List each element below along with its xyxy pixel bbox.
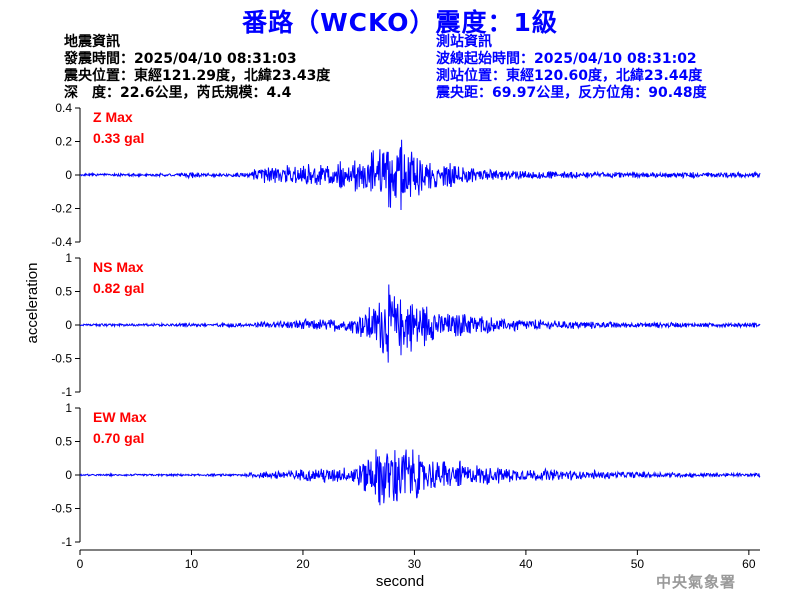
waveform-trace-ns: [79, 284, 761, 363]
y-tick-label-ew: 0: [65, 468, 72, 482]
max-value-ns: 0.82 gal: [93, 280, 144, 296]
x-axis-title: second: [376, 573, 424, 590]
y-tick-label-z: -0.4: [51, 235, 72, 249]
x-tick-label: 30: [408, 557, 422, 571]
earthquake-info-block: 地震資訊 發震時間：2025/04/10 08:31:03 震央位置：東經121…: [64, 34, 330, 102]
y-tick-label-ns: -0.5: [51, 352, 72, 366]
max-value-z: 0.33 gal: [93, 130, 144, 146]
waveform-trace-z: [79, 139, 761, 211]
depth-magnitude: 深 度：22.6公里，芮氏規模：4.4: [64, 85, 292, 101]
chart-title: 番路（WCKO）震度：1級: [242, 8, 558, 37]
y-tick-label-ew: 1: [65, 401, 72, 415]
wave-start-time: 波線起始時間：2025/04/10 08:31:02: [436, 51, 697, 67]
max-title-ew: EW Max: [93, 409, 147, 425]
y-tick-label-z: -0.2: [51, 202, 72, 216]
max-value-ew: 0.70 gal: [93, 430, 144, 446]
y-tick-label-ns: 1: [65, 251, 72, 265]
earthquake-info-heading: 地震資訊: [64, 34, 120, 50]
x-tick-label: 10: [185, 557, 199, 571]
max-title-ns: NS Max: [93, 259, 144, 275]
y-tick-label-ew: -1: [61, 535, 72, 549]
station-info-heading: 測站資訊: [436, 34, 492, 50]
origin-time: 發震時間：2025/04/10 08:31:03: [64, 51, 297, 67]
x-tick-label: 20: [296, 557, 310, 571]
y-tick-label-ns: -1: [61, 385, 72, 399]
x-tick-label: 40: [519, 557, 533, 571]
station-info-block: 測站資訊 波線起始時間：2025/04/10 08:31:02 測站位置：東經1…: [436, 34, 707, 102]
y-tick-label-ew: 0.5: [55, 435, 72, 449]
y-tick-label-ns: 0: [65, 318, 72, 332]
x-tick-label: 0: [77, 557, 84, 571]
y-tick-label-z: 0.4: [55, 101, 72, 115]
y-axis-title: acceleration: [24, 263, 41, 344]
max-title-z: Z Max: [93, 109, 133, 125]
agency-watermark: 中央氣象署: [656, 573, 737, 591]
epicentral-distance-azimuth: 震央距：69.97公里，反方位角：90.48度: [436, 85, 707, 101]
waveform-trace-ew: [79, 449, 761, 506]
epicenter-location: 震央位置：東經121.29度，北緯23.43度: [64, 68, 331, 84]
y-tick-label-ew: -0.5: [51, 502, 72, 516]
y-tick-label-ns: 0.5: [55, 285, 72, 299]
x-tick-label: 50: [631, 557, 645, 571]
y-tick-label-z: 0.2: [55, 135, 72, 149]
station-location: 測站位置：東經120.60度，北緯23.44度: [436, 68, 703, 84]
x-tick-label: 60: [742, 557, 756, 571]
y-tick-label-z: 0: [65, 168, 72, 182]
